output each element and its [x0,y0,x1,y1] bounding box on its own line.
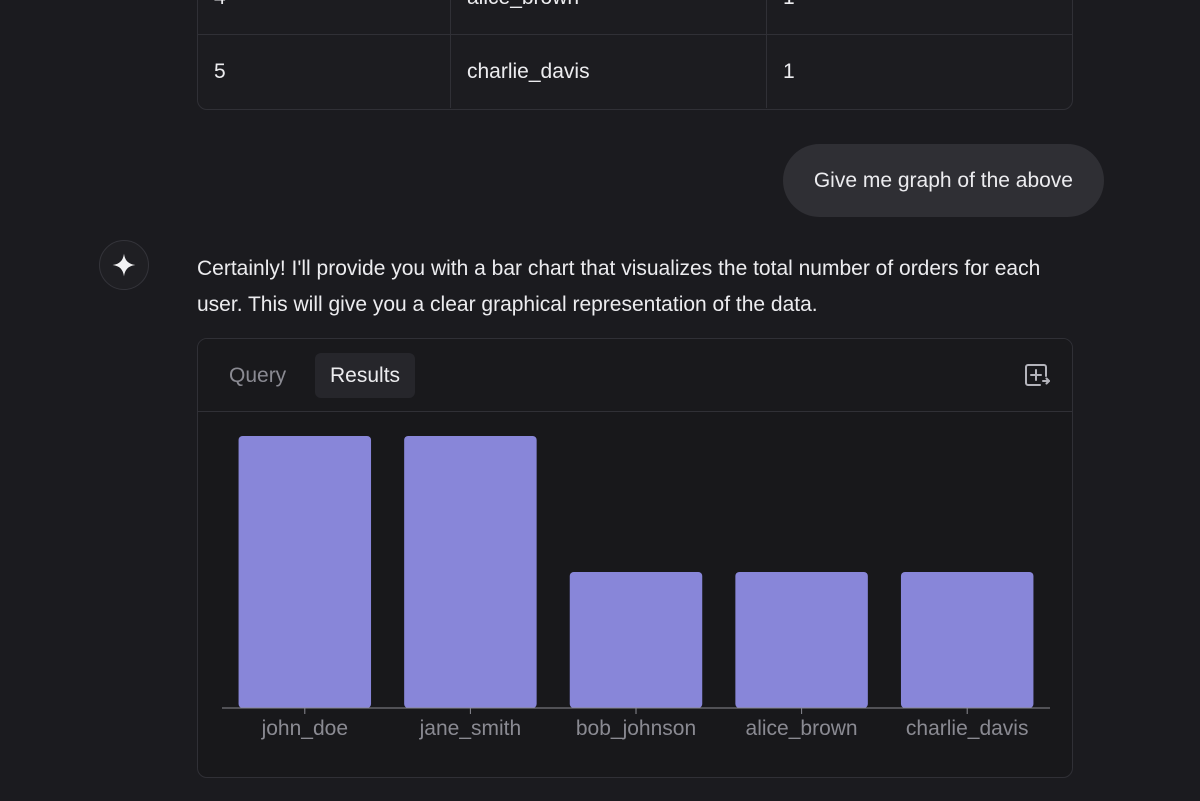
x-tick-label: alice_brown [746,717,858,740]
table-cell-username: charlie_davis [451,35,767,108]
user-message-bubble: Give me graph of the above [782,144,1104,217]
x-tick-label: jane_smith [419,717,522,740]
bar-chart: john_doe jane_smith bob_johnson alice_brown… [198,412,1072,777]
add-to-page-icon [1025,364,1050,386]
table-cell-orders: 1 [783,59,795,83]
x-tick-label: charlie_davis [906,717,1029,740]
bar-chart-svg: john_doe jane_smith bob_johnson alice_brown… [222,436,1050,740]
bar-john_doe[interactable] [238,436,372,708]
bar-charlie_davis[interactable] [900,572,1034,708]
assistant-message: Certainly! I'll provide you with a bar c… [197,257,1041,316]
bar-bob_johnson[interactable] [569,572,703,708]
user-message-text: Give me graph of the above [813,168,1073,192]
assistant-avatar [99,240,149,290]
add-to-page-button[interactable] [1024,363,1050,389]
tab-query[interactable]: Query [229,363,287,387]
bar-jane_smith[interactable] [404,436,537,708]
table-row: 4 alice_brown 1 [198,0,1072,35]
x-tick-label: bob_johnson [576,717,696,740]
table-row: 5 charlie_davis 1 [198,35,1072,108]
x-tick-label: john_doe [261,717,348,740]
previous-results-table: 4 alice_brown 1 5 charlie_davis 1 [197,0,1073,110]
bar-alice_brown[interactable] [735,572,868,708]
table-cell-orders: 1 [767,0,1072,34]
results-panel: Query Results john_doe jane_smith bob_john… [197,338,1073,778]
results-panel-header: Query Results [198,339,1072,412]
table-cell-id: 4 [198,0,451,34]
sparkle-icon [112,253,136,277]
table-cell-id: 5 [198,35,451,108]
tab-results[interactable]: Results [315,353,416,398]
table-cell-username: alice_brown [451,0,767,34]
